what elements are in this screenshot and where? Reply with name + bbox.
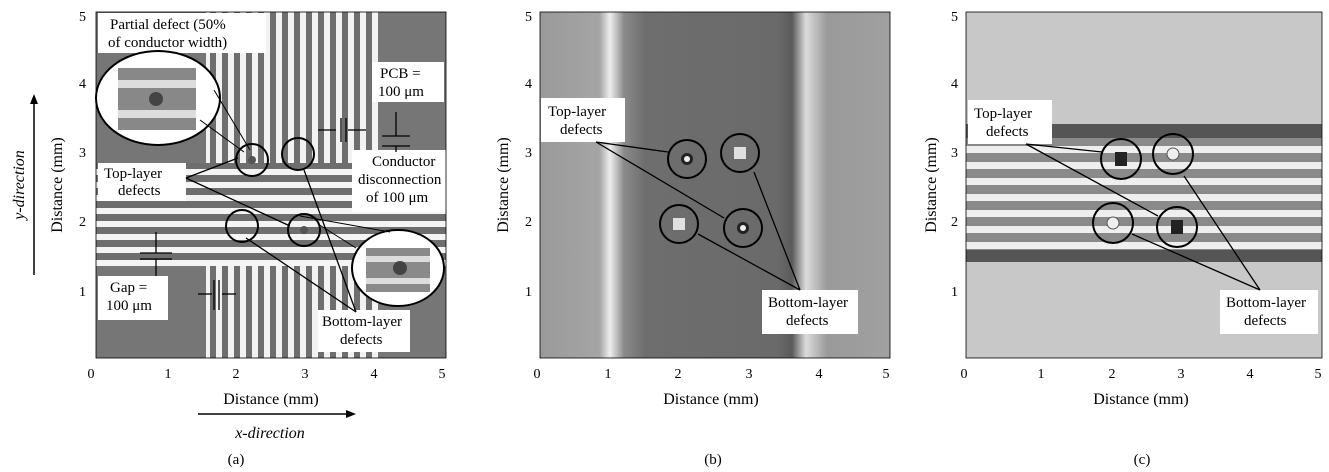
bottom-defects-box-b [762,290,858,334]
panel-c-x-tick-5: 5 [1315,367,1322,382]
panel-a-y-tick-4: 4 [79,77,86,92]
panel-a-y-tick-2: 2 [79,215,86,230]
panel-c-y-tick-4: 4 [951,77,958,92]
defect-circle-b-2 [720,133,760,173]
bottom-defects-label-c-1: Bottom-layer [1226,295,1306,311]
panel-c-x-label: Distance (mm) [1093,391,1189,408]
panel-b-y-tick-5: 5 [525,10,532,25]
pcb-label-1: PCB = [380,66,421,82]
defect-circle-c-4 [1156,206,1198,248]
panel-c-y-label: Distance (mm) [923,137,940,233]
conductor-label-3: of 100 μm [366,190,429,206]
x-direction-label: x-direction [234,425,305,442]
top-defects-label-c-2: defects [986,124,1029,140]
gap-label-1: Gap = [110,280,147,296]
defect-circle-c-3 [1092,202,1134,244]
panel-b-y-label: Distance (mm) [495,137,512,233]
top-defects-label-c-1: Top-layer [974,106,1032,122]
bottom-defects-label-a-1: Bottom-layer [322,314,402,330]
panel-a-x-tick-2: 2 [233,367,240,382]
panel-c-horizontal-conductors [966,138,1322,256]
panel-a-x-tick-1: 1 [165,367,172,382]
panel-b-y-tick-2: 2 [525,215,532,230]
defect-circle-a-4 [287,213,321,247]
top-defects-label-b-2: defects [560,122,603,138]
panel-b-x-tick-2: 2 [675,367,682,382]
defect-circle-a-1 [235,143,269,177]
panel-a-x-tick-3: 3 [302,367,309,382]
panel-b-y-tick-4: 4 [525,77,532,92]
panel-a-x-tick-4: 4 [371,367,378,382]
panel-b-y-tick-1: 1 [525,285,532,300]
defect-circle-a-2 [281,137,315,171]
panel-c-y-tick-5: 5 [951,10,958,25]
panel-c: Top-layer defects Bottom-layer defects 0… [923,10,1323,468]
top-defects-label-a-1: Top-layer [104,166,162,182]
gap-label-2: 100 μm [106,298,152,314]
partial-defect-label-1: Partial defect (50% [110,17,226,33]
panel-c-x-tick-3: 3 [1178,367,1185,382]
gap-box [98,276,168,320]
panel-c-y-tick-3: 3 [951,146,958,161]
panel-c-caption: (c) [1134,452,1151,468]
pcb-label-2: 100 μm [378,84,424,100]
top-defects-box-a [98,163,186,201]
panel-b-x-label: Distance (mm) [663,391,759,408]
partial-defect-box [98,13,266,53]
panel-a-arrows [140,112,410,313]
defect-circle-b-4 [723,208,763,248]
bottom-defects-label-a-2: defects [340,332,383,348]
defect-circle-b-1 [667,139,707,179]
conductor-label-2: disconnection [358,172,442,188]
panel-b-x-tick-1: 1 [605,367,612,382]
defect-circle-a-3 [225,209,259,243]
panel-b: Top-layer defects Bottom-layer defects 0… [495,10,891,468]
y-direction-label: y-direction [11,150,28,222]
top-defects-label-b-1: Top-layer [548,104,606,120]
panel-b-x-tick-5: 5 [883,367,890,382]
panel-c-y-tick-2: 2 [951,215,958,230]
panel-a-x-tick-0: 0 [88,367,95,382]
panel-a-y-tick-3: 3 [79,146,86,161]
panel-c-x-tick-4: 4 [1247,367,1254,382]
bottom-defects-box-a [318,310,410,352]
panel-c-y-tick-1: 1 [951,285,958,300]
panel-c-x-tick-0: 0 [961,367,968,382]
panel-b-y-tick-3: 3 [525,146,532,161]
bottom-defects-box-c [1220,290,1318,334]
panel-a-x-label: Distance (mm) [223,391,319,408]
conductor-box [352,150,446,212]
panel-a-y-tick-1: 1 [79,285,86,300]
top-defects-box-c [968,100,1052,144]
defect-circle-c-2 [1152,133,1194,175]
pcb-box [372,62,444,102]
top-defects-box-b [541,98,625,142]
panel-b-arrows [595,141,801,291]
conductor-label-1: Conductor [372,154,435,170]
bottom-defects-label-c-2: defects [1244,313,1287,329]
panel-c-x-tick-1: 1 [1038,367,1045,382]
panel-c-arrows [1025,143,1261,291]
panel-c-x-tick-2: 2 [1109,367,1116,382]
top-defects-label-a-2: defects [118,183,161,199]
panel-a: Partial defect (50% of conductor width) … [11,10,447,468]
panel-a-y-label: Distance (mm) [49,137,66,233]
bottom-defects-label-b-2: defects [786,313,829,329]
panel-b-x-tick-4: 4 [816,367,823,382]
panel-b-caption: (b) [704,452,722,468]
defect-circle-c-1 [1100,138,1142,180]
defect-circle-b-3 [659,204,699,244]
panel-a-x-tick-5: 5 [439,367,446,382]
bottom-defects-label-b-1: Bottom-layer [768,295,848,311]
partial-defect-label-2: of conductor width) [108,35,227,51]
panel-b-x-tick-0: 0 [534,367,541,382]
panel-b-x-tick-3: 3 [746,367,753,382]
panel-a-caption: (a) [228,452,245,468]
panel-a-y-tick-5: 5 [79,10,86,25]
